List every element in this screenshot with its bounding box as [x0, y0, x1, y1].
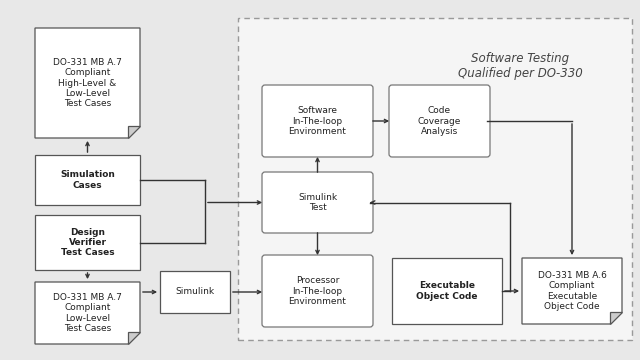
Text: Design
Verifier
Test Cases: Design Verifier Test Cases	[61, 228, 115, 257]
Text: Code
Coverage
Analysis: Code Coverage Analysis	[418, 106, 461, 136]
Text: Simulink: Simulink	[175, 288, 214, 297]
Text: Software
In-The-loop
Environment: Software In-The-loop Environment	[289, 106, 346, 136]
Text: DO-331 MB A.7
Compliant
High-Level &
Low-Level
Test Cases: DO-331 MB A.7 Compliant High-Level & Low…	[53, 58, 122, 108]
Text: Processor
In-The-loop
Environment: Processor In-The-loop Environment	[289, 276, 346, 306]
Text: Software Testing
Qualified per DO-330: Software Testing Qualified per DO-330	[458, 52, 582, 80]
FancyBboxPatch shape	[262, 85, 373, 157]
Polygon shape	[35, 282, 140, 344]
Bar	[238, 18, 632, 340]
Text: DO-331 MB A.6
Compliant
Executable
Object Code: DO-331 MB A.6 Compliant Executable Objec…	[538, 271, 607, 311]
Polygon shape	[522, 258, 622, 324]
Text: Simulation
Cases: Simulation Cases	[60, 170, 115, 190]
Bar	[35, 215, 140, 270]
Bar	[160, 271, 230, 313]
Text: Executable
Object Code: Executable Object Code	[416, 281, 477, 301]
Bar	[392, 258, 502, 324]
Text: Simulink
Test: Simulink Test	[298, 193, 337, 212]
Polygon shape	[35, 28, 140, 138]
FancyBboxPatch shape	[262, 255, 373, 327]
Polygon shape	[128, 126, 140, 138]
Polygon shape	[128, 332, 140, 344]
Polygon shape	[610, 312, 622, 324]
FancyBboxPatch shape	[262, 172, 373, 233]
Bar	[35, 155, 140, 205]
FancyBboxPatch shape	[389, 85, 490, 157]
Text: DO-331 MB A.7
Compliant
Low-Level
Test Cases: DO-331 MB A.7 Compliant Low-Level Test C…	[53, 293, 122, 333]
